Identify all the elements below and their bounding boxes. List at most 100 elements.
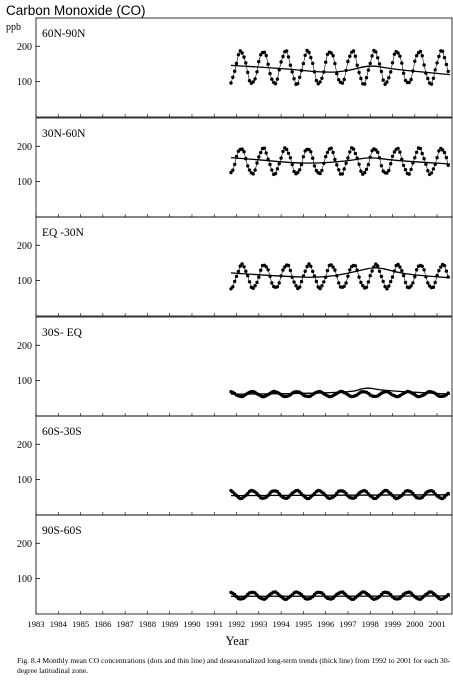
monthly-point [402,164,405,167]
x-axis-label: Year [225,634,249,648]
monthly-point [298,168,301,171]
monthly-point [270,78,273,81]
monthly-point [318,80,321,83]
monthly-point [432,286,435,289]
panel-frame [36,416,452,515]
x-tick-label: 1992 [228,619,245,629]
monthly-point [252,172,255,175]
x-tick-label: 1983 [27,619,44,629]
monthly-point [337,281,340,284]
x-tick-label: 1991 [206,619,223,629]
monthly-point [341,81,344,84]
monthly-point [315,280,318,283]
monthly-point [274,82,277,85]
monthly-point [331,265,334,268]
monthly-point [396,147,399,150]
monthly-point [430,82,433,85]
monthly-point [422,157,425,160]
monthly-point [354,55,357,58]
monthly-point [279,60,282,63]
monthly-point [367,280,370,283]
monthly-point [445,63,448,66]
monthly-point [380,70,383,73]
x-tick-label: 1996 [317,619,335,629]
monthly-point [307,51,310,54]
monthly-point [278,162,281,165]
monthly-point [255,281,258,284]
monthly-point [404,281,407,284]
monthly-point [352,49,355,52]
monthly-point [357,275,360,278]
monthly-point [324,61,327,64]
monthly-point [311,270,314,273]
monthly-point [411,281,414,284]
monthly-point [285,49,288,52]
monthly-point [415,151,418,154]
monthly-point [359,170,362,173]
monthly-point [278,281,281,284]
trend-line [231,65,450,74]
monthly-point [389,70,392,73]
monthly-point [391,61,394,64]
monthly-point [396,51,399,54]
monthly-point [244,61,247,64]
y-tick-label: 100 [17,475,32,486]
monthly-point [348,55,351,58]
y-tick-label: 200 [17,241,32,252]
monthly-point [265,265,268,268]
monthly-point [279,156,282,159]
monthly-point [367,68,370,71]
monthly-point [422,63,425,66]
monthly-point [333,62,336,65]
monthly-point [441,50,444,53]
monthly-point [430,171,433,174]
monthly-point [443,56,446,59]
monthly-point [369,62,372,65]
monthly-point [304,54,307,57]
monthly-point [343,285,346,288]
monthly-point [359,281,362,284]
monthly-point [376,56,379,59]
monthly-point [434,281,437,284]
monthly-point [435,156,438,159]
monthly-point [445,269,448,272]
monthly-point [242,55,245,58]
monthly-point [400,269,403,272]
monthly-point [426,77,429,80]
monthly-point [426,169,429,172]
monthly-point [320,169,323,172]
monthly-point [391,155,394,158]
monthly-point [291,163,294,166]
monthly-point [378,270,381,273]
monthly-point [333,158,336,161]
monthly-point [270,281,273,284]
trend-line [231,495,450,496]
monthly-point [320,284,323,287]
monthly-point [259,269,262,272]
monthly-point [330,51,333,54]
panel-label: 60N-90N [42,28,86,40]
monthly-point [253,168,256,171]
monthly-point [348,150,351,153]
monthly-point [248,280,251,283]
monthly-point [343,167,346,170]
monthly-point [346,156,349,159]
monthly-point [266,268,269,271]
monthly-point [354,152,357,155]
x-tick-label: 2000 [406,619,423,629]
monthly-point [322,280,325,283]
monthly-point [298,76,301,79]
x-tick-label: 1985 [72,619,89,629]
monthly-point [343,78,346,81]
monthly-point [270,168,273,171]
x-tick-label: 1997 [339,619,357,629]
monthly-point [263,147,266,150]
monthly-point [341,172,344,175]
monthly-point [376,151,379,154]
y-tick-label: 100 [17,376,32,387]
monthly-point [421,265,424,268]
